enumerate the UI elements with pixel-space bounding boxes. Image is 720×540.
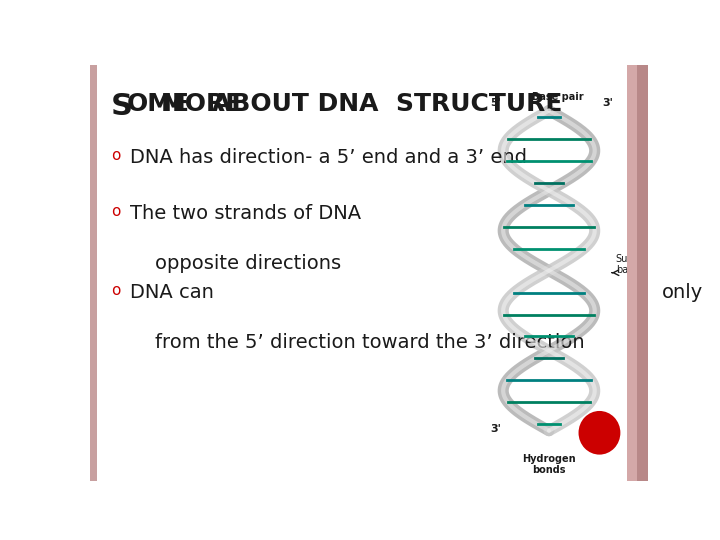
Text: Hydrogen
bonds: Hydrogen bonds xyxy=(522,454,576,475)
Text: Base pair: Base pair xyxy=(531,92,583,102)
Text: o: o xyxy=(111,283,120,298)
Bar xyxy=(627,65,639,481)
Text: 5': 5' xyxy=(602,424,613,435)
Text: DNA has direction- a 5’ end and a 3’ end: DNA has direction- a 5’ end and a 3’ end xyxy=(130,148,527,167)
Text: o: o xyxy=(111,148,120,163)
Text: The two strands of DNA: The two strands of DNA xyxy=(130,204,367,223)
Text: S: S xyxy=(111,92,133,121)
Bar xyxy=(489,94,615,447)
Bar xyxy=(637,65,648,481)
Text: ABOUT DNA  STRUCTURE: ABOUT DNA STRUCTURE xyxy=(212,92,562,116)
Bar xyxy=(90,65,96,481)
Text: 5': 5' xyxy=(490,98,502,108)
Text: from the 5’ direction toward the 3’ direction: from the 5’ direction toward the 3’ dire… xyxy=(156,333,585,352)
Text: Su
ba: Su ba xyxy=(616,254,628,275)
Text: only: only xyxy=(662,283,703,302)
Text: 3': 3' xyxy=(602,98,613,108)
Ellipse shape xyxy=(579,411,621,455)
Text: opposite directions: opposite directions xyxy=(156,254,341,273)
Text: 3': 3' xyxy=(490,424,502,435)
Text: DNA can: DNA can xyxy=(130,283,220,302)
Text: MORE: MORE xyxy=(161,92,243,116)
Text: OME: OME xyxy=(126,92,189,116)
Text: o: o xyxy=(111,204,120,219)
